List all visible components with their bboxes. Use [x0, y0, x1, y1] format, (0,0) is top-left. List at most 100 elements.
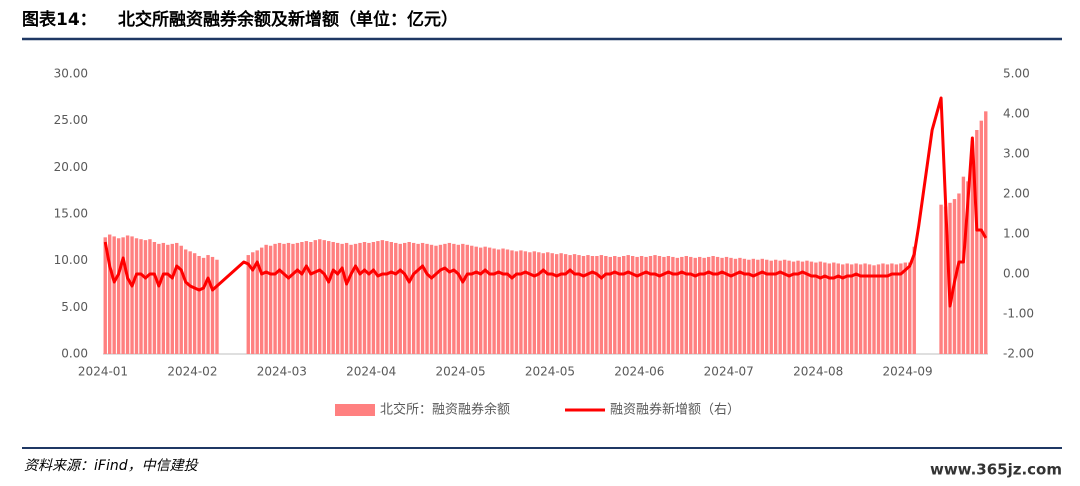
x-tick-label: 2024-05	[525, 365, 575, 379]
x-tick-label: 2024-03	[257, 365, 307, 379]
bar	[899, 263, 903, 354]
bar	[331, 242, 335, 354]
bar	[470, 245, 474, 354]
bar	[447, 242, 452, 354]
bar	[595, 256, 599, 354]
bar	[970, 141, 975, 354]
bar	[671, 256, 675, 354]
bar	[845, 263, 849, 354]
bar	[371, 242, 376, 354]
bar	[246, 255, 250, 354]
legend-swatch	[335, 404, 375, 416]
bar	[590, 256, 595, 354]
bar	[465, 244, 469, 354]
bar	[443, 243, 447, 354]
bar	[411, 242, 416, 354]
bar	[282, 243, 286, 354]
bar	[112, 236, 116, 354]
bar	[103, 237, 107, 354]
bar	[116, 238, 121, 354]
bar	[903, 262, 908, 354]
bar	[957, 193, 961, 354]
bar	[514, 251, 519, 354]
bar	[403, 242, 407, 354]
bar	[139, 239, 143, 354]
bar	[782, 259, 787, 354]
bar	[304, 241, 309, 354]
bar	[773, 259, 778, 354]
bar	[756, 259, 760, 354]
bar	[121, 237, 125, 354]
bar	[206, 255, 210, 354]
bar	[389, 242, 393, 354]
bar	[863, 263, 867, 354]
bar	[532, 251, 537, 354]
bar	[259, 247, 264, 354]
bar	[398, 243, 402, 354]
bar	[581, 256, 586, 354]
bar	[599, 255, 604, 354]
x-tick-label: 2024-08	[793, 365, 843, 379]
bar	[291, 243, 295, 354]
bar	[841, 264, 845, 354]
bar	[568, 255, 572, 354]
bar	[456, 244, 461, 354]
bar	[666, 256, 671, 354]
bar	[125, 235, 130, 354]
y-tick-label: 10.00	[54, 253, 88, 267]
bar	[791, 261, 796, 354]
bar	[689, 256, 693, 354]
y2-tick-label: 1.00	[1003, 227, 1030, 241]
bar	[747, 259, 751, 354]
bar	[461, 243, 465, 354]
bar	[487, 247, 492, 354]
bar	[738, 257, 742, 354]
watermark: www.365jz.com	[930, 461, 1062, 479]
bar	[519, 250, 523, 354]
bar	[706, 256, 711, 354]
bar	[277, 242, 282, 354]
bar	[295, 242, 300, 354]
bar	[742, 258, 747, 354]
y2-tick-label: -2.00	[1003, 347, 1034, 361]
bar	[394, 242, 398, 354]
y2-tick-label: 3.00	[1003, 147, 1030, 161]
bar	[559, 253, 563, 354]
bar	[197, 256, 201, 354]
bar	[554, 254, 559, 354]
x-tick-label: 2024-07	[704, 365, 754, 379]
bar	[827, 263, 832, 354]
legend-label: 北交所：融资融券余额	[380, 402, 510, 418]
y-tick-label: 25.00	[54, 113, 88, 127]
bar	[943, 206, 948, 354]
bar	[210, 256, 215, 354]
bar	[309, 242, 313, 354]
bar	[979, 120, 983, 355]
bar	[876, 264, 881, 354]
bar	[563, 254, 568, 354]
y2-tick-label: 4.00	[1003, 107, 1030, 121]
bar	[183, 249, 188, 354]
bar	[166, 244, 170, 354]
y2-tick-label: 2.00	[1003, 187, 1030, 201]
bar	[698, 256, 702, 354]
bar	[809, 261, 814, 354]
bar	[622, 256, 626, 354]
bar	[546, 252, 550, 354]
bar	[814, 262, 818, 354]
bar	[179, 245, 183, 354]
bar	[586, 255, 590, 354]
bar	[858, 264, 863, 354]
bar	[760, 258, 764, 354]
bar	[108, 234, 112, 354]
bar	[805, 260, 809, 354]
bar	[966, 181, 970, 354]
bar	[492, 248, 496, 354]
bar	[800, 261, 805, 354]
bar	[380, 240, 385, 354]
bar	[639, 256, 644, 354]
bar	[818, 261, 823, 354]
bar	[161, 242, 166, 354]
bar	[885, 264, 890, 354]
